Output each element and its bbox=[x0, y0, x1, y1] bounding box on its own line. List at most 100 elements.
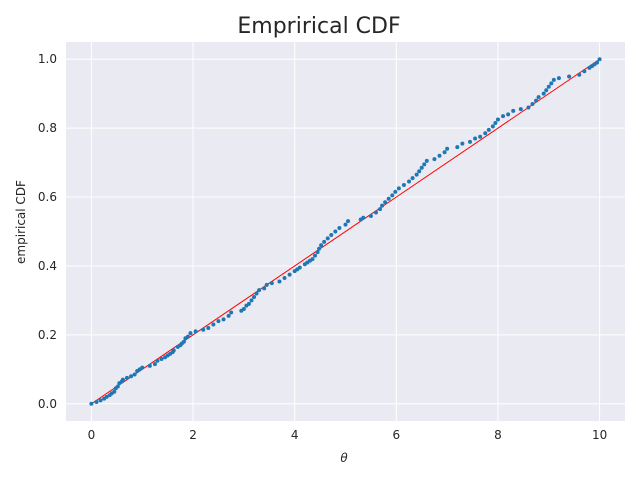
data-point bbox=[368, 213, 373, 218]
data-point bbox=[264, 282, 269, 287]
chart-title: Emprirical CDF bbox=[237, 14, 400, 39]
x-tick-label: 4 bbox=[291, 428, 299, 442]
data-point bbox=[241, 307, 246, 312]
data-point bbox=[597, 57, 602, 62]
data-point bbox=[98, 398, 103, 403]
data-point bbox=[159, 356, 164, 361]
data-point bbox=[445, 146, 450, 151]
data-point bbox=[396, 186, 401, 191]
y-tick-label: 0.8 bbox=[38, 121, 57, 135]
y-tick-label: 0.2 bbox=[38, 328, 57, 342]
x-axis-label: θ bbox=[340, 451, 348, 465]
data-point bbox=[129, 374, 134, 379]
data-point bbox=[383, 200, 388, 205]
data-point bbox=[582, 69, 587, 74]
data-point bbox=[254, 291, 259, 296]
data-point bbox=[185, 334, 190, 339]
data-point bbox=[506, 112, 511, 117]
data-point bbox=[346, 219, 351, 224]
data-point bbox=[414, 172, 419, 177]
data-point bbox=[147, 363, 152, 368]
data-point bbox=[432, 157, 437, 162]
data-point bbox=[337, 226, 342, 231]
data-point bbox=[567, 74, 572, 79]
data-point bbox=[262, 286, 267, 291]
data-point bbox=[417, 169, 422, 174]
data-point bbox=[322, 239, 327, 244]
data-point bbox=[486, 127, 491, 132]
data-point bbox=[437, 153, 442, 158]
data-point bbox=[112, 389, 117, 394]
data-point bbox=[317, 246, 322, 251]
data-point bbox=[329, 232, 334, 237]
data-point bbox=[315, 250, 320, 255]
data-point bbox=[361, 215, 366, 220]
data-point bbox=[325, 236, 330, 241]
data-point bbox=[94, 400, 99, 405]
data-point bbox=[152, 362, 157, 367]
data-point bbox=[393, 189, 398, 194]
data-point bbox=[410, 176, 415, 181]
data-point bbox=[473, 136, 478, 141]
data-point bbox=[536, 95, 541, 100]
data-point bbox=[252, 294, 257, 299]
data-point bbox=[104, 394, 109, 399]
data-point bbox=[511, 108, 516, 113]
data-points bbox=[89, 57, 602, 406]
y-tick-label: 0.0 bbox=[38, 397, 57, 411]
data-point bbox=[419, 165, 424, 170]
data-point bbox=[277, 279, 282, 284]
data-point bbox=[493, 120, 498, 125]
data-point bbox=[380, 203, 385, 208]
data-point bbox=[319, 243, 324, 248]
data-point bbox=[390, 193, 395, 198]
data-point bbox=[297, 265, 302, 270]
data-point bbox=[424, 158, 429, 163]
data-point bbox=[269, 281, 274, 286]
data-point bbox=[401, 182, 406, 187]
data-point bbox=[343, 222, 348, 227]
data-point bbox=[257, 288, 262, 293]
data-point bbox=[246, 301, 251, 306]
data-point bbox=[155, 358, 160, 363]
data-point bbox=[495, 117, 500, 122]
data-point bbox=[287, 272, 292, 277]
data-point bbox=[124, 375, 129, 380]
data-point bbox=[115, 384, 120, 389]
data-point bbox=[378, 207, 383, 212]
data-point bbox=[171, 348, 176, 353]
data-point bbox=[534, 98, 539, 103]
y-tick-label: 1.0 bbox=[38, 52, 57, 66]
data-point bbox=[89, 401, 94, 406]
data-point bbox=[478, 134, 483, 139]
data-point bbox=[455, 145, 460, 150]
data-point bbox=[460, 141, 465, 146]
data-point bbox=[386, 196, 391, 201]
data-point bbox=[188, 331, 193, 336]
data-point bbox=[577, 72, 582, 77]
data-point bbox=[501, 114, 506, 119]
data-point bbox=[546, 84, 551, 89]
data-point bbox=[595, 60, 600, 65]
data-point bbox=[333, 229, 338, 234]
data-point bbox=[483, 131, 488, 136]
data-point bbox=[490, 124, 495, 129]
data-point bbox=[373, 210, 378, 215]
y-tick-label: 0.4 bbox=[38, 259, 57, 273]
data-point bbox=[541, 91, 546, 96]
x-tick-labels: 0 2 4 6 8 10 bbox=[88, 428, 608, 442]
data-point bbox=[442, 150, 447, 155]
y-tick-labels: 0.0 0.2 0.4 0.6 0.8 1.0 bbox=[38, 52, 57, 411]
data-point bbox=[132, 372, 137, 377]
data-point bbox=[556, 76, 561, 81]
data-point bbox=[468, 139, 473, 144]
y-tick-label: 0.6 bbox=[38, 190, 57, 204]
data-point bbox=[226, 313, 231, 318]
data-point bbox=[140, 365, 145, 370]
data-point bbox=[544, 88, 549, 93]
grid-lines bbox=[66, 42, 625, 421]
x-tick-label: 0 bbox=[88, 428, 96, 442]
data-point bbox=[526, 105, 531, 110]
data-point bbox=[211, 322, 216, 327]
